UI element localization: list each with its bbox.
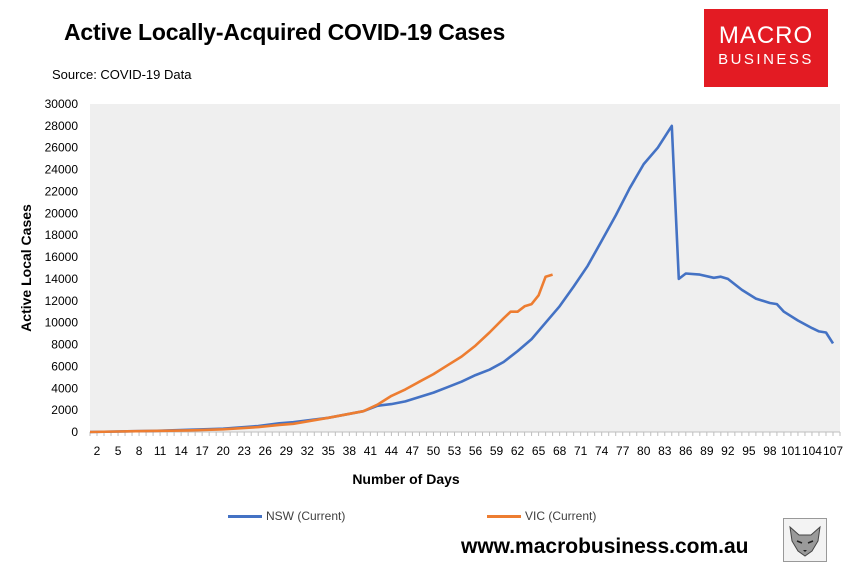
legend-label-nsw: NSW (Current)	[266, 509, 346, 523]
series-lines	[89, 124, 835, 434]
x-tick-label: 92	[721, 444, 735, 458]
y-tick-label: 8000	[51, 338, 78, 352]
x-tick-label: 68	[553, 444, 567, 458]
legend-item-nsw: NSW (Current)	[228, 509, 345, 523]
y-tick-label: 10000	[45, 316, 79, 330]
x-axis-ticks: 2 5 8 11 14 17 20 23 26 29 32 35 38 41 44 47 50 53 56 59 62 6…	[89, 432, 843, 458]
x-tick-label: 11	[154, 444, 167, 458]
x-tick-label: 53	[448, 444, 462, 458]
plot-area	[90, 104, 840, 432]
chart-source: Source: COVID-19 Data	[52, 67, 192, 82]
x-tick-label: 35	[322, 444, 336, 458]
x-tick-label: 23	[238, 444, 252, 458]
y-tick-label: 28000	[45, 119, 79, 133]
y-tick-label: 2000	[51, 403, 78, 417]
x-tick-label: 50	[427, 444, 441, 458]
y-tick-label: 20000	[45, 206, 79, 220]
y-tick-label: 6000	[51, 359, 78, 373]
x-tick-label: 5	[115, 444, 122, 458]
y-tick-label: 30000	[45, 97, 79, 111]
x-tick-label: 95	[742, 444, 756, 458]
y-tick-label: 24000	[45, 163, 79, 177]
y-tick-label: 26000	[45, 141, 79, 155]
x-tick-label: 2	[94, 444, 101, 458]
legend-swatch-vic	[487, 514, 521, 518]
x-tick-label: 26	[259, 444, 273, 458]
y-tick-label: 4000	[51, 381, 78, 395]
x-tick-label: 104	[802, 444, 822, 458]
series-line-vic	[89, 273, 553, 434]
x-tick-label: 17	[195, 444, 209, 458]
x-axis-label: Number of Days	[352, 471, 460, 487]
y-tick-label: 16000	[45, 250, 79, 264]
website-url: www.macrobusiness.com.au	[461, 535, 749, 558]
x-tick-label: 29	[280, 444, 294, 458]
chart-title: Active Locally-Acquired COVID-19 Cases	[64, 19, 506, 45]
x-tick-label: 59	[490, 444, 504, 458]
y-tick-label: 14000	[45, 272, 79, 286]
x-tick-label: 89	[700, 444, 714, 458]
x-tick-label: 47	[406, 444, 420, 458]
macrobusiness-logo: MACRO BUSINESS	[704, 9, 828, 87]
x-tick-label: 80	[637, 444, 651, 458]
x-tick-label: 8	[136, 444, 143, 458]
legend-swatch-nsw	[228, 514, 262, 518]
x-tick-label: 32	[301, 444, 315, 458]
x-tick-label: 38	[343, 444, 357, 458]
x-tick-label: 56	[469, 444, 483, 458]
x-tick-label: 62	[511, 444, 525, 458]
x-tick-label: 14	[174, 444, 188, 458]
legend-item-vic: VIC (Current)	[487, 509, 596, 523]
x-tick-label: 98	[763, 444, 777, 458]
x-tick-label: 77	[616, 444, 630, 458]
line-chart: 0 2000 4000 6000 8000 10000 12000 14000 16000 180…	[18, 97, 843, 487]
x-tick-label: 71	[574, 444, 588, 458]
x-tick-label: 107	[823, 444, 843, 458]
y-tick-label: 0	[71, 425, 78, 439]
x-tick-label: 20	[216, 444, 230, 458]
y-tick-label: 12000	[45, 294, 79, 308]
x-tick-label: 65	[532, 444, 546, 458]
y-axis-label: Active Local Cases	[18, 204, 34, 332]
logo-line-1: MACRO	[718, 22, 814, 49]
fox-mascot-icon	[783, 518, 827, 562]
logo-line-2: BUSINESS	[718, 51, 814, 68]
x-tick-label: 41	[364, 444, 378, 458]
y-tick-label: 18000	[45, 228, 79, 242]
legend-label-vic: VIC (Current)	[525, 509, 597, 523]
y-axis-ticks: 0 2000 4000 6000 8000 10000 12000 14000 16000 180…	[45, 97, 79, 439]
x-tick-label: 83	[658, 444, 672, 458]
x-tick-label: 101	[781, 444, 801, 458]
x-tick-label: 44	[385, 444, 399, 458]
y-tick-label: 22000	[45, 184, 79, 198]
x-tick-label: 86	[679, 444, 693, 458]
x-tick-label: 74	[595, 444, 609, 458]
